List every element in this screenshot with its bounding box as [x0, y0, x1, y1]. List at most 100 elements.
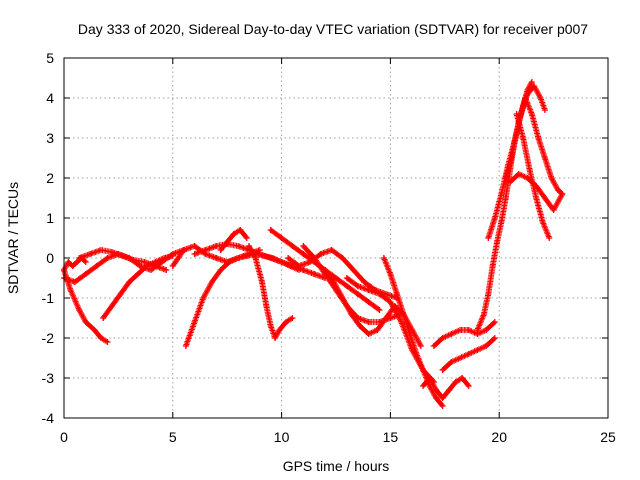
data-point	[400, 311, 407, 317]
series-arc18	[430, 319, 498, 349]
data-point	[430, 343, 437, 349]
y-axis-label: SDTVAR / TECUs	[5, 182, 21, 294]
data-point	[272, 335, 279, 341]
data-point	[513, 111, 520, 117]
data-point	[311, 255, 318, 261]
x-tick-label: 25	[600, 429, 616, 445]
data-point	[465, 383, 472, 389]
data-point	[67, 287, 74, 293]
data-point	[65, 259, 72, 265]
data-point	[541, 107, 548, 113]
data-point	[533, 183, 540, 189]
data-point	[300, 267, 307, 273]
data-point	[289, 315, 296, 321]
data-point	[502, 195, 509, 201]
data-point	[202, 247, 209, 253]
data-point	[413, 351, 420, 357]
data-point	[380, 255, 387, 261]
data-point	[213, 243, 220, 249]
data-point	[306, 259, 313, 265]
data-point	[282, 319, 289, 325]
data-point	[148, 267, 155, 273]
y-tick-label: -1	[42, 290, 55, 306]
data-point	[483, 343, 490, 349]
data-point	[296, 263, 303, 269]
data-point	[387, 271, 394, 277]
data-point	[339, 255, 346, 261]
data-point	[433, 395, 440, 401]
data-point	[494, 239, 501, 245]
data-point	[465, 327, 472, 333]
data-point	[119, 253, 126, 259]
data-point	[348, 311, 355, 317]
data-point	[97, 247, 104, 253]
data-point	[226, 259, 233, 265]
data-point	[322, 267, 329, 273]
data-point	[93, 263, 100, 269]
data-point	[491, 335, 498, 341]
data-point	[252, 255, 259, 261]
data-point	[141, 259, 148, 265]
data-point	[365, 319, 372, 325]
data-point	[376, 291, 383, 297]
data-point	[213, 255, 220, 261]
data-point	[559, 191, 566, 197]
data-point	[374, 327, 381, 333]
data-point	[300, 243, 307, 249]
y-tick-label: 4	[46, 90, 54, 106]
data-point	[267, 323, 274, 329]
data-point	[457, 327, 464, 333]
data-point	[285, 255, 292, 261]
data-point	[217, 247, 224, 253]
data-point	[356, 323, 363, 329]
data-point	[548, 175, 555, 181]
data-point	[87, 251, 94, 257]
data-point	[217, 267, 224, 273]
series-arc19	[439, 335, 498, 373]
data-point	[387, 299, 394, 305]
data-point	[169, 253, 176, 259]
data-point	[446, 387, 453, 393]
data-point	[550, 207, 557, 213]
data-point	[350, 267, 357, 273]
data-point	[457, 355, 464, 361]
data-point	[507, 179, 514, 185]
x-tick-label: 0	[60, 429, 68, 445]
data-point	[522, 95, 529, 101]
data-point	[143, 263, 150, 269]
data-point	[515, 171, 522, 177]
data-point	[235, 255, 242, 261]
data-point	[448, 331, 455, 337]
data-point	[406, 331, 413, 337]
series-arc5	[100, 253, 176, 321]
x-axis-label: GPS time / hours	[283, 458, 390, 474]
data-point	[237, 227, 244, 233]
data-point	[528, 79, 535, 85]
data-point	[278, 235, 285, 241]
data-point	[76, 307, 83, 313]
plot-frame	[63, 57, 609, 419]
data-point	[485, 235, 492, 241]
data-point	[134, 271, 141, 277]
data-point	[328, 247, 335, 253]
x-tick-label: 20	[491, 429, 507, 445]
series-arc10	[245, 243, 296, 341]
data-point	[439, 335, 446, 341]
data-point	[452, 379, 459, 385]
y-tick-label: 0	[46, 250, 54, 266]
data-point	[474, 347, 481, 353]
x-tick-label: 10	[274, 429, 290, 445]
data-point	[535, 135, 542, 141]
data-point	[259, 279, 266, 285]
data-point	[289, 243, 296, 249]
data-point	[317, 251, 324, 257]
data-point	[82, 319, 89, 325]
data-point	[74, 259, 81, 265]
data-point	[420, 383, 427, 389]
data-point	[528, 111, 535, 117]
data-point	[69, 263, 76, 269]
data-point	[263, 303, 270, 309]
data-point	[420, 367, 427, 373]
data-point	[491, 215, 498, 221]
